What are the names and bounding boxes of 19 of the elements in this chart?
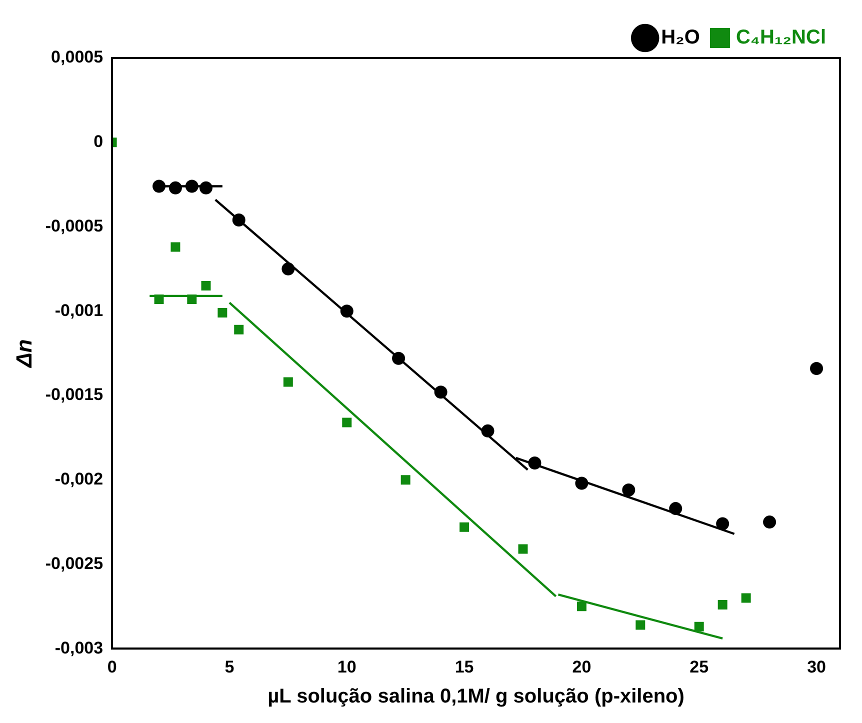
y-tick-label: 0,0005 bbox=[51, 48, 104, 67]
y-tick-label: -0,0015 bbox=[45, 385, 104, 404]
legend-label: C₄H₁₂NCl bbox=[736, 26, 826, 49]
x-tick-label: 15 bbox=[454, 657, 474, 676]
x-tick-label: 20 bbox=[572, 657, 592, 676]
x-tick-label: 10 bbox=[337, 657, 356, 676]
y-axis-title: Δn bbox=[11, 339, 36, 368]
legend-label: H₂O bbox=[661, 26, 700, 49]
y-tick-label: -0,002 bbox=[54, 470, 104, 489]
x-tick-label: 25 bbox=[690, 657, 709, 676]
y-tick-label: -0,0025 bbox=[45, 554, 104, 573]
y-tick-label: 0 bbox=[94, 132, 104, 152]
y-tick-label: -0,003 bbox=[54, 638, 104, 658]
x-tick-label: 0 bbox=[107, 657, 117, 676]
y-tick-label: -0,0005 bbox=[45, 216, 104, 236]
x-tick-label: 30 bbox=[807, 657, 826, 676]
x-tick-label: 5 bbox=[224, 657, 234, 676]
y-tick-label: -0,001 bbox=[54, 300, 104, 320]
x-axis-title: µL solução salina 0,1M/ g solução (p-xileno) bbox=[268, 686, 684, 708]
